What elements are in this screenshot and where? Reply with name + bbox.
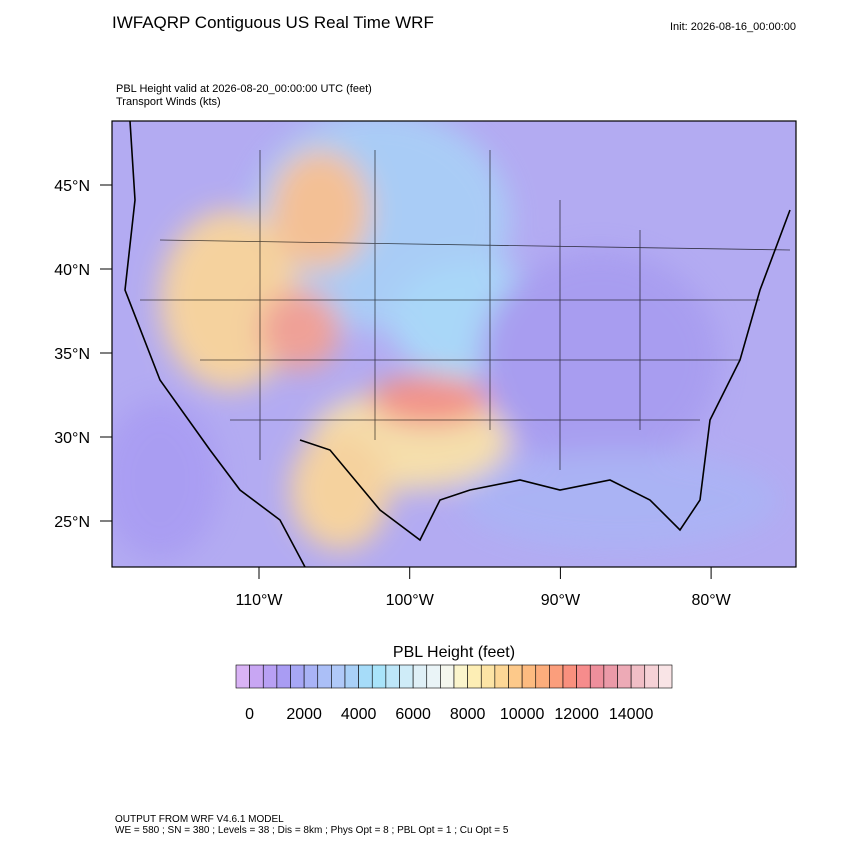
colorbar-box bbox=[385, 664, 400, 689]
colorbar-label: 8000 bbox=[450, 706, 486, 723]
colorbar-title: PBL Height (feet) bbox=[393, 644, 515, 661]
init-time: Init: 2026-08-16_00:00:00 bbox=[670, 21, 796, 33]
colorbar-box bbox=[589, 664, 605, 689]
colorbar-box bbox=[235, 664, 250, 689]
colorbar-box bbox=[371, 664, 387, 689]
lon-label: 100°W bbox=[386, 592, 435, 609]
lat-label: 45°N bbox=[54, 178, 90, 195]
colorbar-box bbox=[262, 664, 278, 689]
colorbar-box bbox=[412, 664, 428, 689]
colorbar-box bbox=[658, 664, 673, 689]
colorbar-box bbox=[440, 664, 455, 689]
subtitle: Transport Winds (kts) bbox=[116, 96, 221, 108]
lat-label: 25°N bbox=[54, 514, 90, 531]
colorbar-box bbox=[276, 664, 291, 689]
colorbar-box bbox=[399, 664, 414, 689]
colorbar-box bbox=[549, 664, 564, 689]
colorbar-box bbox=[249, 664, 264, 689]
colorbar-box bbox=[358, 664, 373, 689]
colorbar-box bbox=[508, 664, 523, 689]
colorbar-box bbox=[467, 664, 482, 689]
colorbar-box bbox=[331, 664, 346, 689]
colorbar-label: 14000 bbox=[609, 706, 654, 723]
lon-label: 110°W bbox=[235, 592, 283, 609]
subtitle: PBL Height valid at 2026-08-20_00:00:00 … bbox=[116, 83, 372, 95]
colorbar-label: 0 bbox=[245, 706, 254, 723]
colorbar-box bbox=[303, 664, 319, 689]
colorbar-box bbox=[617, 664, 632, 689]
colorbar-label: 4000 bbox=[341, 706, 377, 723]
colorbar-box bbox=[344, 664, 359, 689]
colorbar-box bbox=[480, 664, 496, 689]
colorbar-box bbox=[644, 664, 659, 689]
colorbar-box bbox=[521, 664, 537, 689]
colorbar-label: 12000 bbox=[554, 706, 599, 723]
title: IWFAQRP Contiguous US Real Time WRF bbox=[112, 13, 434, 32]
colorbar-box bbox=[290, 664, 305, 689]
map-frame bbox=[111, 120, 797, 568]
colorbar-box bbox=[576, 664, 591, 689]
colorbar-box bbox=[317, 664, 332, 689]
map bbox=[112, 121, 796, 567]
lat-label: 30°N bbox=[54, 430, 90, 447]
footer: OUTPUT FROM WRF V4.6.1 MODEL bbox=[115, 814, 284, 825]
colorbar-box bbox=[535, 664, 550, 689]
colorbar-box bbox=[562, 664, 577, 689]
colorbar-box bbox=[603, 664, 618, 689]
colorbar-box bbox=[426, 664, 441, 689]
lat-label: 35°N bbox=[54, 346, 90, 363]
lon-label: 90°W bbox=[541, 592, 581, 609]
colorbar-label: 2000 bbox=[286, 706, 322, 723]
colorbar-box bbox=[630, 664, 646, 689]
lon-label: 80°W bbox=[691, 592, 731, 609]
lat-label: 40°N bbox=[54, 262, 90, 279]
colorbar-box bbox=[453, 664, 468, 689]
footer: WE = 580 ; SN = 380 ; Levels = 38 ; Dis … bbox=[115, 825, 509, 836]
colorbar-label: 10000 bbox=[500, 706, 545, 723]
colorbar-label: 6000 bbox=[395, 706, 431, 723]
colorbar-box bbox=[494, 664, 509, 689]
